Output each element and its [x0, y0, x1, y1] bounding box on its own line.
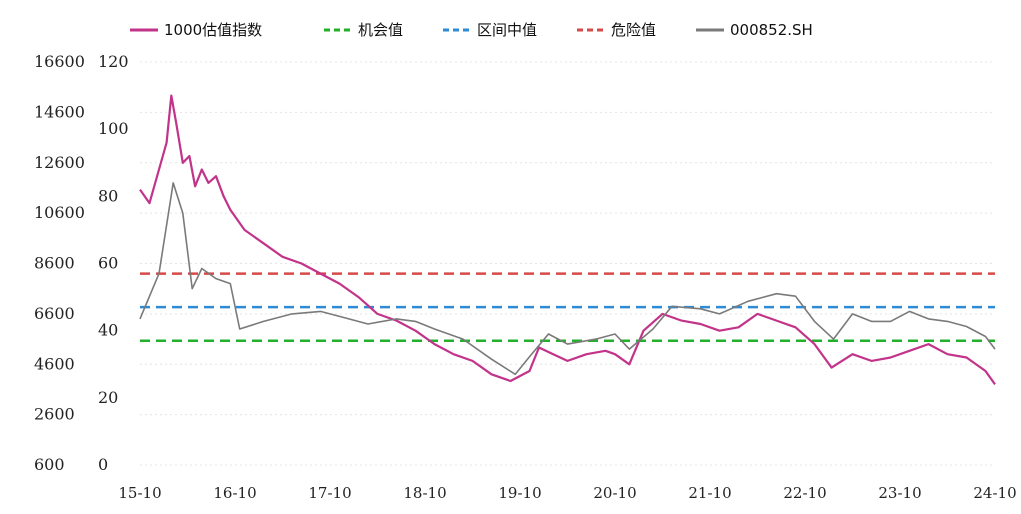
y-right-tick-label: 120: [98, 52, 129, 71]
y-right-tick-label: 80: [98, 186, 118, 205]
y-left-tick-label: 6600: [34, 304, 75, 323]
y-left-tick-label: 16600: [34, 52, 85, 71]
y-left-tick-label: 600: [34, 455, 65, 474]
x-tick-label: 23-10: [878, 484, 921, 502]
x-tick-label: 22-10: [783, 484, 826, 502]
x-tick-label: 15-10: [118, 484, 161, 502]
x-tick-label: 24-10: [973, 484, 1016, 502]
x-axis: 15-10 16-10 17-10 18-10 19-10 20-10 21-10 22-10…: [118, 484, 1016, 502]
y-left-tick-label: 8600: [34, 254, 75, 273]
y-right-tick-label: 60: [98, 254, 118, 273]
legend-label: 000852.SH: [730, 21, 813, 39]
legend-entry: 机会值: [324, 21, 403, 39]
x-tick-label: 21-10: [688, 484, 731, 502]
x-tick-label: 20-10: [593, 484, 636, 502]
y-right-tick-label: 100: [98, 119, 129, 138]
y-axis-right: 120 100 80 60 40 20 0: [98, 52, 129, 474]
x-tick-label: 16-10: [213, 484, 256, 502]
legend-label: 危险值: [611, 21, 656, 39]
y-left-tick-label: 10600: [34, 203, 85, 222]
legend: 1000估值指数 机会值 区间中值 危险值 000852.SH: [130, 21, 813, 39]
y-left-tick-label: 4600: [34, 354, 75, 373]
x-tick-label: 17-10: [308, 484, 351, 502]
y-axis-left: 16600 14600 12600 10600 8600 6600 4600 2600 600: [34, 52, 85, 474]
legend-label: 1000估值指数: [164, 21, 262, 39]
y-right-tick-label: 40: [98, 321, 118, 340]
y-left-tick-label: 14600: [34, 102, 85, 121]
index-price-line: [140, 183, 995, 374]
legend-entry: 000852.SH: [696, 21, 813, 39]
reference-lines: [140, 274, 995, 341]
y-right-tick-label: 20: [98, 388, 118, 407]
y-right-tick-label: 0: [98, 455, 108, 474]
legend-entry: 区间中值: [443, 21, 537, 39]
y-left-tick-label: 2600: [34, 405, 75, 424]
y-left-tick-label: 12600: [34, 153, 85, 172]
legend-label: 区间中值: [477, 21, 537, 39]
legend-entry: 危险值: [577, 21, 656, 39]
gridlines: [140, 62, 995, 465]
x-tick-label: 18-10: [403, 484, 446, 502]
x-tick-label: 19-10: [498, 484, 541, 502]
legend-label: 机会值: [358, 21, 403, 39]
legend-entry: 1000估值指数: [130, 21, 262, 39]
